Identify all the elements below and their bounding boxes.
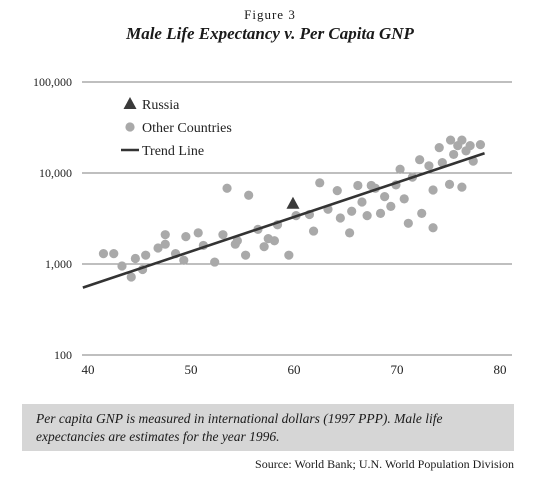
- data-point: [449, 149, 459, 160]
- data-point: [308, 226, 319, 236]
- data-point: [160, 230, 170, 240]
- data-point: [465, 141, 475, 151]
- chart-title: Male Life Expectancy v. Per Capita GNP: [126, 24, 414, 43]
- data-point: [240, 250, 251, 260]
- data-point: [109, 249, 119, 259]
- data-point: [399, 194, 409, 204]
- data-point: [141, 250, 151, 260]
- data-point: [428, 223, 438, 233]
- data-point: [130, 253, 140, 264]
- y-tick-label: 1,000: [45, 257, 72, 271]
- y-tick-label: 100: [54, 348, 72, 362]
- data-point: [353, 180, 363, 191]
- data-point: [375, 208, 386, 218]
- x-tick-label: 50: [185, 362, 198, 377]
- data-point: [437, 158, 447, 168]
- x-tick-label: 40: [82, 362, 95, 377]
- x-tick-label: 60: [288, 362, 301, 377]
- figure-label: Figure 3: [244, 7, 296, 22]
- data-point: [210, 257, 220, 267]
- data-point: [259, 242, 269, 252]
- data-point: [153, 243, 163, 253]
- note-text: Per capita GNP is measured in internatio…: [36, 411, 443, 444]
- data-point: [417, 208, 427, 218]
- data-point: [98, 249, 109, 259]
- data-point: [347, 206, 357, 216]
- data-point: [179, 255, 189, 265]
- data-point: [345, 228, 355, 238]
- legend-label: Other Countries: [142, 121, 232, 136]
- data-point: [457, 135, 467, 145]
- data-point: [357, 197, 367, 207]
- data-point: [160, 239, 170, 249]
- data-point: [386, 201, 396, 211]
- data-point: [403, 218, 413, 228]
- russia-point: [286, 196, 300, 209]
- data-point: [244, 190, 254, 200]
- data-point: [218, 230, 228, 240]
- note-box: Per capita GNP is measured in internatio…: [22, 404, 514, 451]
- data-point: [181, 232, 191, 242]
- legend-label: Russia: [142, 98, 180, 113]
- data-point: [424, 161, 434, 171]
- trend-line: [82, 151, 485, 289]
- y-tick-label: 10,000: [39, 166, 72, 180]
- data-point: [232, 236, 242, 246]
- data-point: [395, 164, 405, 174]
- legend-swatch-other: [125, 122, 135, 132]
- source-note: Source: World Bank; U.N. World Populatio…: [255, 457, 514, 471]
- x-tick-label: 70: [391, 362, 404, 377]
- x-tick-label: 80: [494, 362, 507, 377]
- data-point: [444, 179, 455, 189]
- data-point: [362, 211, 372, 221]
- data-point: [269, 236, 280, 246]
- legend-swatch-russia: [123, 97, 137, 109]
- data-point: [428, 185, 438, 195]
- data-point: [222, 183, 232, 193]
- data-point: [126, 272, 136, 282]
- data-point: [434, 143, 444, 153]
- data-point: [335, 213, 345, 223]
- data-point: [117, 261, 127, 271]
- data-point: [380, 192, 390, 202]
- data-point: [332, 186, 342, 196]
- data-point: [475, 140, 486, 150]
- data-point: [315, 178, 325, 188]
- data-point: [193, 228, 203, 238]
- data-point: [415, 155, 425, 165]
- data-point: [457, 182, 467, 192]
- scatter-chart: 100 1,000 10,000 100,000 40 50 60 70 80 Russia Oth…: [33, 75, 512, 377]
- legend-label: Trend Line: [142, 144, 204, 159]
- data-point: [445, 135, 456, 145]
- data-point: [284, 250, 294, 260]
- y-tick-label: 100,000: [33, 75, 72, 89]
